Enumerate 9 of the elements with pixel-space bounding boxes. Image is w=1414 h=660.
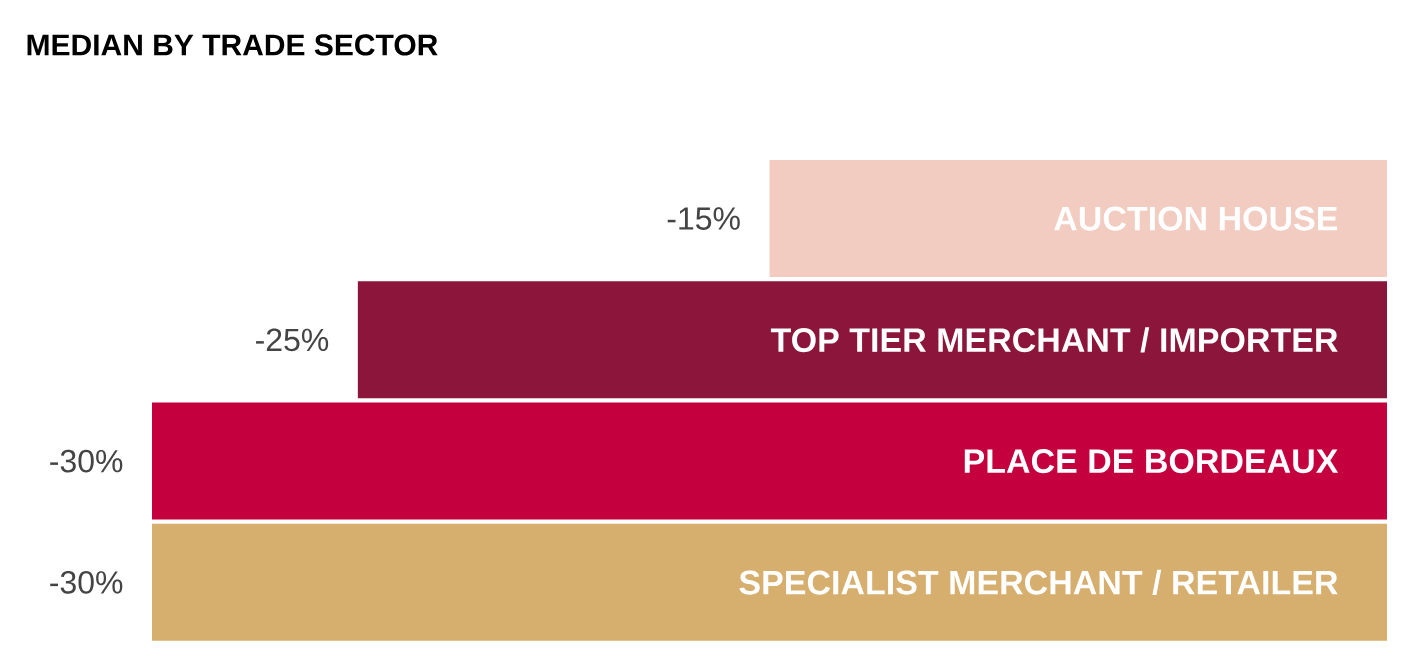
y-tick-label: AUCTION HOUSE [1054, 206, 1338, 231]
y-tick-label: SPECIALIST MERCHANT / RETAILER [739, 569, 1338, 596]
y-tick-label: PLACE DE BORDEAUX [964, 449, 1339, 474]
data-label: -30% [50, 571, 123, 594]
data-label: -15% [667, 207, 740, 230]
chart-title: MEDIAN BY TRADE SECTOR [27, 34, 438, 56]
data-label: -25% [256, 328, 329, 352]
y-tick-label: TOP TIER MERCHANT / IMPORTER [770, 327, 1338, 353]
data-label: -30% [50, 449, 123, 473]
